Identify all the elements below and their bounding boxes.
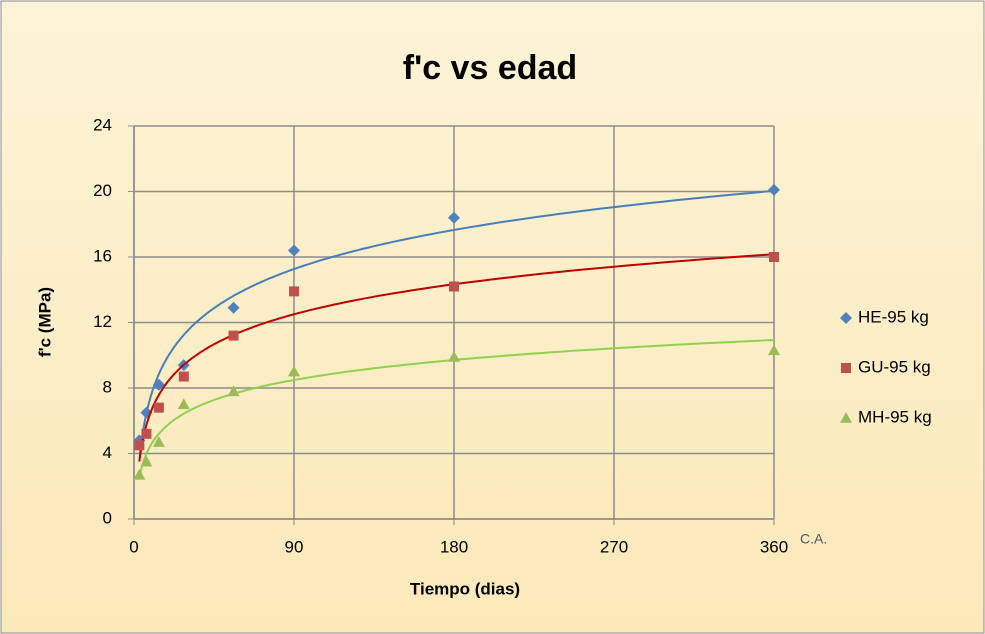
y-tick-label: 8 (103, 377, 112, 396)
legend-label: GU-95 kg (858, 357, 931, 376)
point (448, 211, 460, 224)
point (152, 436, 165, 447)
legend-marker (840, 412, 852, 423)
point (768, 344, 780, 356)
point (288, 365, 300, 377)
point (133, 468, 146, 480)
y-tick-label: 4 (103, 443, 112, 462)
point (448, 350, 460, 362)
y-tick-label: 12 (93, 312, 112, 331)
chart-title: f'c vs edad (403, 49, 577, 87)
x-tick-label: 90 (285, 537, 304, 556)
trendline (138, 253, 775, 462)
point (178, 371, 189, 382)
point (152, 378, 165, 391)
y-tick-label: 24 (93, 115, 112, 134)
point (153, 402, 164, 413)
point (768, 183, 780, 196)
x-axis-label: Tiempo (dias) (410, 579, 520, 598)
legend-label: HE-95 kg (858, 307, 929, 326)
point (140, 455, 153, 467)
x-tick-label: 360 (760, 537, 788, 556)
point (134, 440, 145, 451)
y-tick-label: 16 (93, 246, 112, 265)
point (141, 428, 152, 439)
annotation: C.A. (800, 531, 827, 547)
legend-marker (841, 363, 851, 373)
point (449, 281, 459, 292)
y-tick-label: 20 (93, 181, 112, 200)
point (227, 385, 240, 397)
point (227, 301, 240, 314)
x-tick-label: 270 (600, 537, 628, 556)
point (769, 252, 779, 262)
legend-marker (840, 312, 852, 324)
x-tick-label: 180 (440, 537, 468, 556)
point (289, 286, 299, 297)
x-tick-label: 0 (129, 537, 138, 556)
y-tick-label: 0 (103, 508, 112, 527)
point (288, 244, 300, 257)
trendline (138, 339, 775, 479)
point (177, 398, 190, 410)
legend-label: MH-95 kg (858, 407, 932, 426)
point (228, 330, 239, 341)
y-axis-label: f'c (MPa) (35, 287, 54, 357)
